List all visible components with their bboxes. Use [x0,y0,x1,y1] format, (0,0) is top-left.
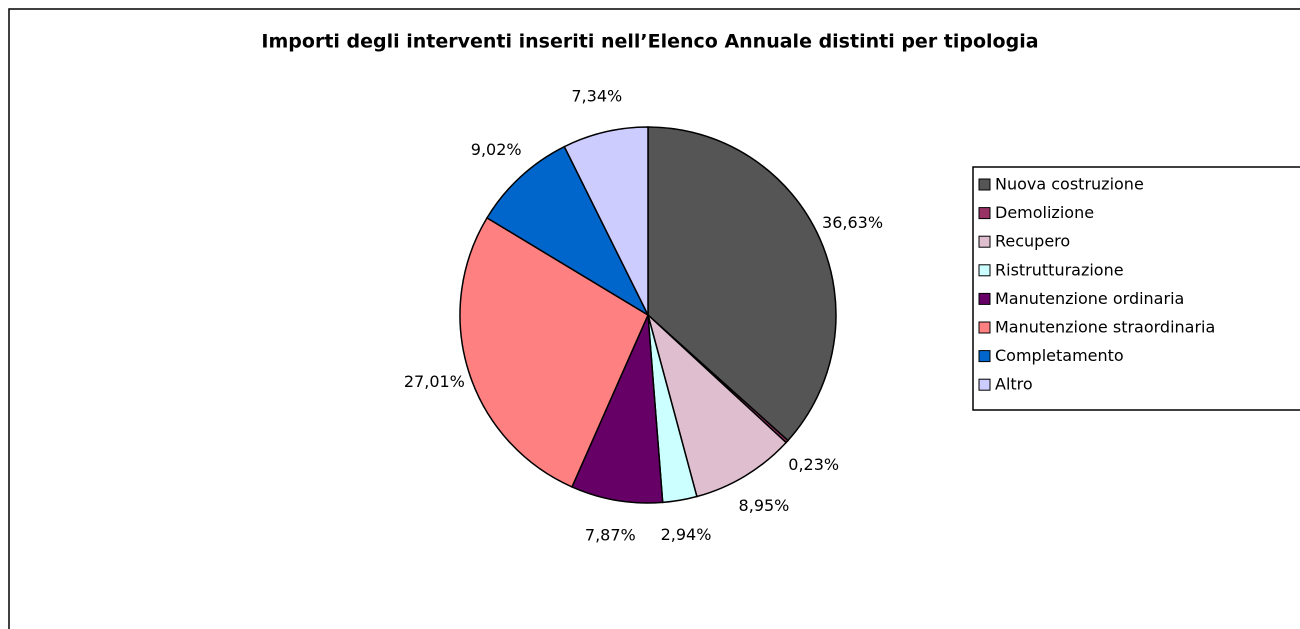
pie-slice [570,314,664,504]
pie-slice [647,126,837,442]
legend-swatch [978,264,991,277]
data-label: 36,63% [822,213,883,232]
pie-slice [646,312,788,498]
legend-label: Altro [995,375,1033,394]
legend-label: Demolizione [995,203,1094,222]
legend-label: Manutenzione ordinaria [995,289,1184,308]
chart-title: Importi degli interventi inseriti nell’E… [261,31,1038,53]
legend-swatch [978,235,991,248]
legend-swatch [978,207,991,220]
data-label: 8,95% [739,496,790,515]
data-label: 9,02% [471,140,522,159]
data-label: 7,87% [585,525,636,544]
legend-swatch [978,292,991,305]
legend-swatch [978,178,991,191]
pie-slice [459,216,649,488]
legend-label: Manutenzione straordinaria [995,318,1215,337]
pie-slice [563,126,649,316]
legend-label: Ristrutturazione [995,260,1124,279]
legend-box [972,166,1300,411]
legend-label: Completamento [995,346,1124,365]
data-label: 0,23% [788,455,839,474]
legend-swatch [978,321,991,334]
legend-label: Nuova costruzione [995,175,1144,194]
legend-label: Recupero [995,232,1070,251]
data-label: 27,01% [404,372,465,391]
legend-swatch [978,378,991,391]
legend-swatch [978,350,991,363]
data-label: 2,94% [661,525,712,544]
data-label: 7,34% [571,86,622,105]
pie-slice [485,145,650,317]
